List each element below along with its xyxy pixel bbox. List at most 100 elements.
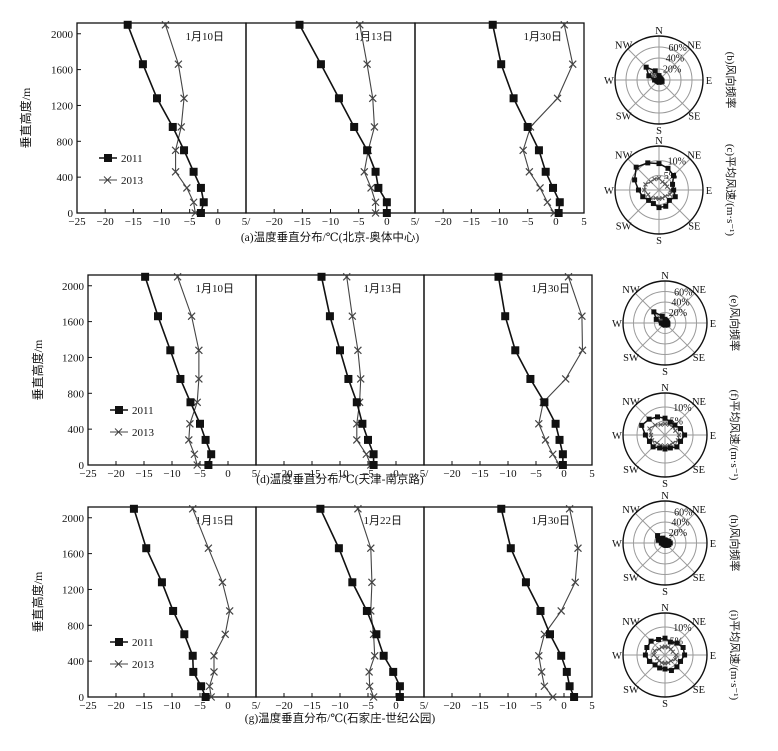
data-point-2011 [363,146,372,155]
row-caption: (g)温度垂直分布/℃(石家庄-世纪公园) [245,711,436,725]
rose-caption: (i)平均风速/(m·s⁻¹) [728,610,741,701]
panel-2-2: −20 −15 −10 −5 0 5 1月30日 [423,504,595,712]
rose-point-2013 [672,428,678,434]
y-tick-label: 0 [79,692,85,704]
compass-label: N [661,271,669,282]
data-point-2013 [218,578,227,587]
rose-point-2011 [682,432,688,438]
x-tick-label: −10 [491,216,509,228]
ring-label: 40% [666,54,684,65]
data-point-2011 [196,183,205,192]
data-point-2011 [494,272,503,281]
rose-point-2013 [645,192,651,197]
rose-spoke [634,434,666,466]
data-point-2013 [540,682,549,691]
x-tick-label: −15 [135,700,153,712]
ring-label: 60% [669,43,687,54]
rose-point-2013 [648,179,654,185]
series-line-2013 [522,24,574,214]
x-tick-label: −5 [362,700,374,712]
data-point-2011 [204,461,213,469]
rose-point-2011 [639,422,645,428]
rose-spoke [664,512,696,544]
data-point-2011 [344,374,353,383]
compass-label: SE [693,573,705,584]
data-point-2011 [554,209,563,217]
data-point-2013 [365,682,374,691]
data-point-2011 [395,682,404,691]
compass-label: NW [615,151,633,162]
y-axis-label: 垂直高度/m [30,571,45,632]
data-point-2013 [560,20,569,29]
data-point-2013 [571,578,580,587]
x-tick-label: −5 [194,468,206,480]
data-point-2011 [511,346,520,355]
ring-label: 20% [669,528,687,539]
compass-label: W [612,539,622,550]
data-point-2013 [342,272,351,281]
data-point-2011 [334,544,343,553]
rose-point-2011 [662,446,668,452]
y-tick-label: 1600 [62,549,85,561]
data-point-2013 [182,183,191,192]
data-point-2013 [193,461,202,469]
rose-point-2011 [655,533,661,539]
chart-row-0: 垂直高度/m 0 400 800 1200 1600 2000 −25 −20 −15 −10 −5 0… [18,20,738,247]
rose-point-2013 [656,175,662,181]
rose-point-2011 [658,320,664,326]
x-tick-label: −5 [530,468,542,480]
x-tick-label: 5/ [252,700,262,712]
x-tick-label: 5/ [252,468,262,480]
rose-point-2013 [641,187,647,193]
data-point-2011 [180,630,189,639]
rose-point-2013 [668,646,674,652]
compass-label: E [710,319,716,330]
data-point-2011 [534,146,543,155]
data-point-2011 [541,167,550,176]
x-tick-label: −10 [163,468,181,480]
data-point-2011 [316,60,325,69]
compass-label: SW [623,465,639,476]
ring-label: 5% [670,416,683,427]
compass-label: SW [616,221,632,232]
data-point-2013 [370,123,379,131]
rose-point-2013 [673,652,679,658]
data-point-2011 [555,198,564,207]
data-point-2013 [188,504,197,513]
compass-label: S [662,367,668,378]
rose-outer-circle [622,280,708,366]
rose-point-2013 [643,182,648,187]
legend-label-2011: 2011 [132,405,154,417]
x-tick-label: 5/ [420,700,430,712]
panel-date-label: 1月30日 [532,283,571,295]
ring-label: 60% [674,288,692,299]
rose-point-2013 [659,644,665,650]
y-tick-label: 800 [68,388,85,400]
data-point-2011 [325,312,334,321]
data-point-2013 [534,651,543,660]
rose-point-2013 [647,426,652,431]
data-point-2011 [540,398,549,407]
rose-point-2013 [648,432,654,438]
panel-2-1: −20 −15 −10 −5 0 5/1月22日 [255,504,430,712]
data-point-2011 [186,398,195,407]
x-tick-label: −15 [125,216,143,228]
compass-label: SW [623,573,639,584]
x-tick-label: −5 [362,468,374,480]
rose-point-2013 [656,658,662,664]
rose-point-2013 [651,652,657,658]
data-point-2011 [549,183,558,192]
compass-label: E [710,539,716,550]
data-point-2011 [526,374,535,383]
data-point-2011 [352,398,361,407]
x-tick-label: 0 [393,468,399,480]
data-point-2013 [174,60,183,69]
x-tick-label: −15 [463,216,481,228]
data-point-2013 [541,435,550,444]
y-tick-label: 400 [68,424,85,436]
data-point-2011 [558,461,567,469]
legend-label-2013: 2013 [121,175,144,187]
rose-point-2013 [668,658,674,664]
panel-date-label: 1月10日 [196,283,235,295]
compass-label: E [710,651,716,662]
